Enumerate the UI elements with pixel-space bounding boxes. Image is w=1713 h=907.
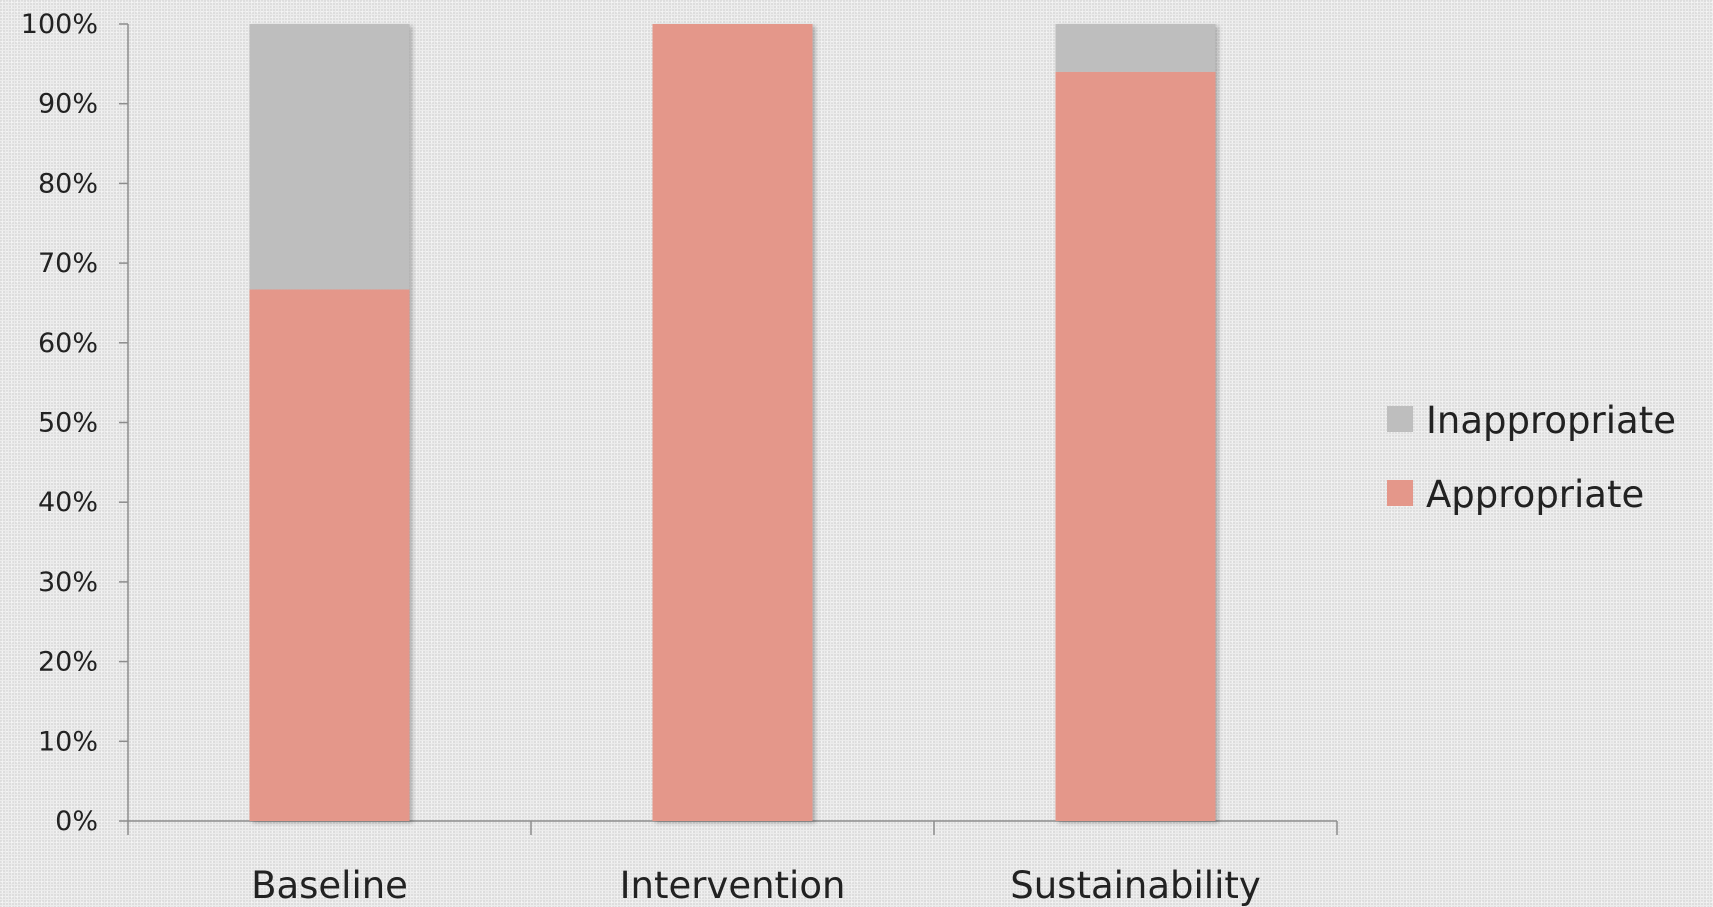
y-tick-label: 10% — [38, 726, 98, 757]
category-label: Sustainability — [1010, 864, 1261, 907]
y-tick-label: 90% — [38, 89, 98, 120]
y-tick-label: 0% — [55, 806, 98, 837]
y-tick-label: 50% — [38, 408, 98, 439]
bar-inappropriate-sustainability — [1055, 24, 1216, 72]
category-label: Baseline — [251, 864, 408, 907]
legend-label-inappropriate: Inappropriate — [1426, 399, 1676, 442]
bar-stack-baseline — [249, 24, 410, 821]
bar-appropriate-baseline — [249, 289, 410, 821]
category-label: Intervention — [620, 864, 846, 907]
bar-appropriate-sustainability — [1055, 71, 1216, 821]
y-tick-label: 30% — [38, 567, 98, 598]
legend-swatch-appropriate — [1387, 480, 1413, 506]
legend-swatch-inappropriate — [1387, 406, 1413, 432]
bar-appropriate-intervention — [652, 24, 813, 821]
y-tick-label: 60% — [38, 328, 98, 359]
bar-stack-sustainability — [1055, 24, 1216, 821]
bar-stack-intervention — [652, 24, 813, 821]
y-tick-label: 70% — [38, 248, 98, 279]
y-tick-label: 80% — [38, 168, 98, 199]
chart-bars — [249, 24, 1216, 821]
y-tick-label: 100% — [21, 9, 98, 40]
chart-legend: Inappropriate Appropriate — [1387, 399, 1676, 516]
y-tick-labels: 0% 10% 20% 30% 40% 50% 60% 70% 80% 90% 100% — [21, 9, 98, 837]
y-tick-label: 20% — [38, 647, 98, 678]
legend-label-appropriate: Appropriate — [1426, 473, 1644, 516]
bar-inappropriate-baseline — [249, 24, 410, 290]
category-labels: Baseline Intervention Sustainability — [251, 864, 1261, 907]
y-tick-label: 40% — [38, 487, 98, 518]
